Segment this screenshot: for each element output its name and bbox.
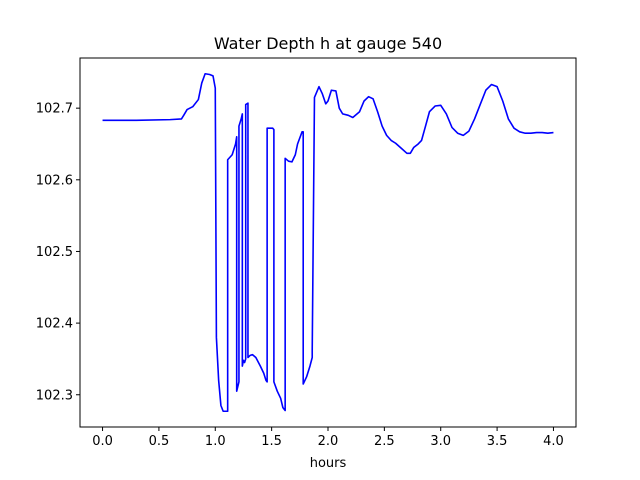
x-tick-label: 4.0 (543, 434, 564, 449)
x-tick-label: 2.0 (318, 434, 339, 449)
plot-frame (79, 57, 577, 428)
y-tick-label: 102.5 (36, 245, 73, 260)
x-tick-label: 0.0 (92, 434, 113, 449)
y-tick-label: 102.4 (36, 317, 73, 332)
x-tick-label: 3.0 (430, 434, 451, 449)
y-tick-label: 102.3 (36, 388, 73, 403)
x-axis-label: hours (310, 456, 347, 471)
x-tick-label: 1.0 (205, 434, 226, 449)
series-line (102, 72, 554, 413)
x-tick-label: 1.5 (261, 434, 282, 449)
x-tick-label: 3.5 (487, 434, 508, 449)
plot-layer (102, 72, 554, 413)
y-tick-label: 102.6 (36, 173, 73, 188)
x-tick-label: 0.5 (149, 434, 170, 449)
y-tick-label: 102.7 (36, 102, 73, 117)
chart-title: Water Depth h at gauge 540 (214, 34, 442, 53)
ticks-layer: 0.0 0.5 1.0 1.5 2.0 2.5 3.0 3.5 4.0 102.3 102.4 102… (36, 102, 564, 449)
x-tick-label: 2.5 (374, 434, 395, 449)
